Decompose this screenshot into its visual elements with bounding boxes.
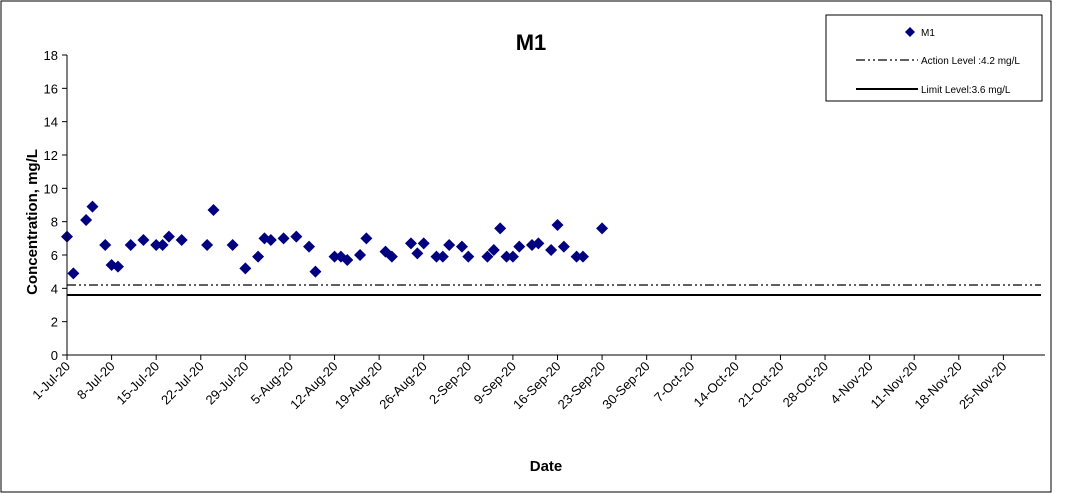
data-point <box>557 240 570 253</box>
y-tick-label: 8 <box>51 215 58 230</box>
data-point <box>411 247 424 260</box>
data-point <box>252 250 265 263</box>
data-point <box>201 239 214 251</box>
data-point <box>124 239 137 251</box>
data-point <box>111 260 124 273</box>
legend-box <box>825 14 1043 102</box>
y-axis-label: Concentration, mg/L <box>24 149 41 295</box>
data-point <box>207 204 220 216</box>
data-point <box>277 232 290 245</box>
data-point <box>551 219 564 231</box>
data-point <box>360 232 373 245</box>
y-tick-label: 4 <box>51 281 58 296</box>
data-point <box>99 239 112 251</box>
data-points <box>61 200 609 280</box>
data-point <box>500 250 513 263</box>
data-point <box>494 222 507 235</box>
y-tick-label: 2 <box>51 315 58 330</box>
data-point <box>443 239 456 251</box>
data-point <box>175 234 188 246</box>
data-point <box>385 250 398 263</box>
y-tick-label: 6 <box>51 248 58 263</box>
legend-diamond-icon <box>905 27 915 37</box>
data-point <box>162 230 175 243</box>
data-point <box>417 237 430 250</box>
y-tick-label: 0 <box>51 348 58 363</box>
data-point <box>430 250 443 263</box>
data-point <box>455 240 468 253</box>
x-axis-label: Date <box>530 458 563 475</box>
data-point <box>303 240 316 253</box>
y-tick-label: 16 <box>44 81 58 96</box>
data-point <box>226 239 239 251</box>
y-tick-label: 18 <box>44 48 58 63</box>
y-tick-label: 10 <box>44 181 58 196</box>
data-point <box>532 237 545 250</box>
data-point <box>487 244 500 256</box>
data-point <box>137 234 150 246</box>
legend-entry-m1: M1 <box>921 28 935 39</box>
data-point <box>309 265 322 278</box>
data-point <box>150 239 163 251</box>
data-point <box>462 250 475 263</box>
reference-lines <box>67 284 1041 296</box>
data-point <box>404 237 417 250</box>
data-point <box>513 240 526 253</box>
data-point <box>545 244 558 256</box>
y-axis-ticks: 0 2 4 6 8 10 12 14 16 18 <box>44 48 67 363</box>
chart-title: M1 <box>516 30 547 55</box>
data-point <box>506 250 519 263</box>
data-point <box>328 250 341 263</box>
data-point <box>67 267 80 280</box>
data-point <box>239 262 252 275</box>
data-point <box>596 222 609 235</box>
data-point <box>264 234 277 246</box>
data-point <box>576 250 589 263</box>
data-point <box>156 239 169 251</box>
data-point <box>481 250 494 263</box>
data-point <box>290 230 303 243</box>
data-point <box>341 254 354 266</box>
y-tick-label: 12 <box>44 148 58 163</box>
legend: M1 Action Level :4.2 mg/L Limit Level:3.… <box>825 14 1043 102</box>
data-point <box>80 214 93 226</box>
y-tick-label: 14 <box>44 115 58 130</box>
legend-entry-limit-level: Limit Level:3.6 mg/L <box>921 85 1011 96</box>
data-point <box>86 200 99 213</box>
data-point <box>436 250 449 263</box>
legend-entry-action-level: Action Level :4.2 mg/L <box>921 56 1020 67</box>
data-point <box>354 249 367 261</box>
data-point <box>570 250 583 263</box>
